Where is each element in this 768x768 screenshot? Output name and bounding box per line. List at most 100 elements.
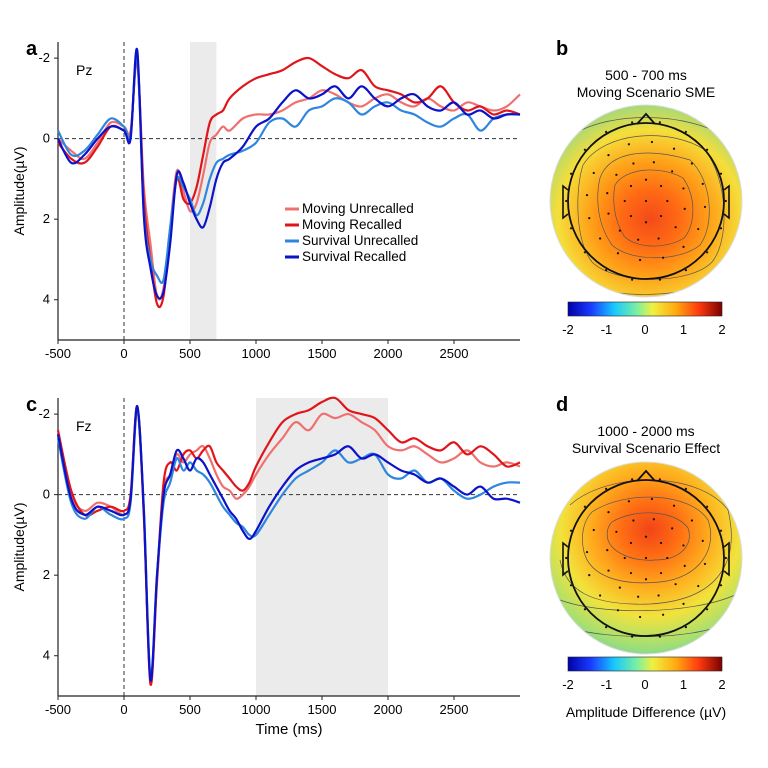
colorbar-tick-label: 1 [680, 322, 687, 337]
electrode-marker [618, 229, 621, 232]
electrode-marker [662, 613, 665, 616]
head-outline-d [562, 469, 730, 637]
electrodes-b [565, 121, 727, 281]
panel-label-b: b [556, 38, 568, 60]
electrode-marker [719, 584, 723, 587]
electrode-marker [627, 143, 630, 146]
electrode-marker [719, 529, 723, 532]
electrode-marker [684, 130, 688, 133]
electrode-marker [632, 519, 635, 522]
electrode-marker [697, 584, 700, 588]
topomap-b-subtitle: Moving Scenario SME [577, 84, 716, 100]
electrode-marker [706, 148, 709, 151]
electrode-marker [616, 609, 620, 612]
electrode-marker [674, 583, 677, 586]
electrode-marker [588, 574, 591, 577]
colorbar-tick-label: 2 [718, 322, 725, 337]
electrode-marker [682, 544, 685, 547]
colorbar-tick-label: 2 [718, 677, 725, 692]
topomap-d-title: 1000 - 2000 ms [597, 423, 694, 439]
y-axis-label-a: Amplitude(µV) [11, 147, 27, 236]
colorbar-tick-label: 0 [641, 677, 648, 692]
electrode-marker [706, 251, 709, 254]
electrode-marker [644, 578, 648, 581]
electrode-marker [682, 245, 685, 248]
electrode-marker [631, 478, 634, 481]
electrode-marker [644, 199, 648, 203]
electrode-marker [638, 615, 642, 619]
electrode-marker [569, 529, 573, 532]
x-tick-label: 2000 [374, 702, 403, 717]
electrode-marker [659, 571, 663, 575]
electrode-marker [615, 530, 618, 533]
x-tick-label: 1500 [308, 702, 337, 717]
y-tick-label: 0 [43, 487, 50, 502]
panel-label-a: a [26, 38, 38, 60]
topomap-panel-b: b 500 - 700 ms Moving Scenario SME -2 -1 0… [549, 38, 743, 337]
electrode-marker [652, 518, 655, 521]
electrode-marker [605, 130, 608, 133]
electrode-marker [569, 584, 573, 587]
x-tick-label: 2000 [374, 346, 403, 361]
electrode-marker [599, 594, 602, 597]
electrode-marker [701, 182, 704, 185]
legend-entry: Survival Recalled [302, 249, 406, 264]
electrode-marker [623, 556, 626, 560]
series-line-survival-recalled [57, 47, 521, 300]
electrode-marker [629, 571, 633, 575]
electrode-marker [683, 207, 686, 210]
electrode-marker [607, 569, 610, 572]
colorbar-tick-label: 0 [641, 322, 648, 337]
x-tick-label: -500 [45, 346, 71, 361]
electrode-marker [690, 162, 693, 165]
panel-label-d: d [556, 394, 568, 416]
electrode-marker [650, 497, 654, 501]
electrode-marker [583, 505, 586, 508]
electrode-marker [623, 199, 626, 203]
electrode-marker [615, 173, 618, 176]
series-line-survival-unrecalled [57, 55, 521, 284]
colorbar-tick-label: 1 [680, 677, 687, 692]
electrode-marker [682, 187, 685, 190]
electrode-marker [671, 527, 674, 530]
electrode-marker [690, 519, 693, 522]
colorbar-b [567, 301, 723, 317]
electrode-marker [606, 549, 609, 552]
electrode-marker [637, 238, 640, 241]
topomap-d-subtitle: Survival Scenario Effect [572, 440, 720, 456]
electrode-marker [638, 258, 642, 262]
electrode-marker [684, 626, 688, 629]
electrode-marker [672, 147, 676, 150]
electrode-marker [652, 161, 655, 164]
erp-panel-a: a -500 0 500 1000 1500 2000 2500 -2 0 2 4 Amplitude… [11, 38, 521, 361]
electrode-marker [724, 199, 727, 203]
electrode-marker [637, 595, 640, 598]
legend-entry: Survival Unrecalled [302, 233, 418, 248]
head-outline-b [562, 112, 730, 280]
electrodes-d [565, 478, 727, 638]
electrode-marker [666, 556, 669, 560]
legend-entry: Moving Unrecalled [302, 201, 414, 216]
channel-label-a: Pz [76, 62, 92, 78]
electrode-marker [644, 556, 648, 560]
x-tick-label: 2500 [440, 346, 469, 361]
series-line-survival-recalled [56, 404, 521, 682]
electrode-marker [658, 278, 661, 281]
electrode-marker [658, 121, 661, 124]
electrode-marker [672, 504, 676, 507]
y-tick-label: 4 [43, 648, 50, 663]
electrode-marker [583, 608, 586, 611]
electrode-marker [650, 140, 654, 144]
electrode-marker [565, 199, 568, 203]
electrode-marker [644, 178, 648, 181]
electrode-marker [605, 626, 608, 629]
x-tick-label: 1500 [308, 346, 337, 361]
electrode-marker [662, 256, 665, 259]
topomap-panel-d: d 1000 - 2000 ms Survival Scenario Effec… [549, 394, 743, 720]
electrode-marker [724, 556, 727, 560]
electrode-marker [706, 505, 709, 508]
electrode-marker [629, 214, 633, 218]
electrode-marker [684, 269, 688, 272]
topomap-b-title: 500 - 700 ms [605, 67, 687, 83]
electrode-marker [706, 608, 709, 611]
